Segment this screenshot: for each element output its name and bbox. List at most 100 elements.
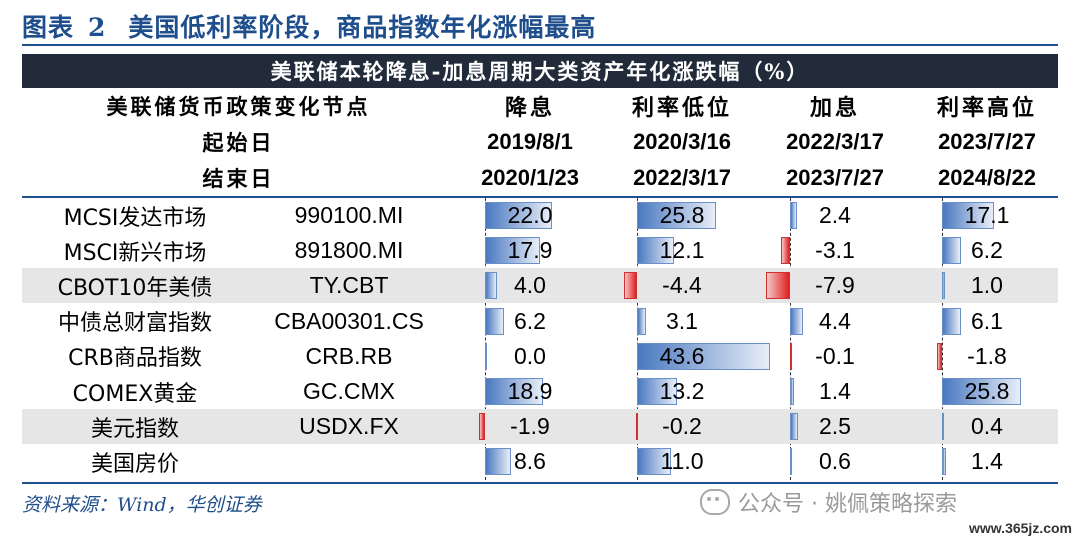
positive-bar: [942, 272, 946, 300]
asset-name: 美国房价: [90, 451, 179, 477]
value-label: 8.6: [514, 448, 546, 475]
header-row: 结束日 2020/1/23 2022/3/17 2023/7/27 2024/8/22: [22, 160, 1058, 196]
value-label: 25.8: [964, 378, 1010, 404]
negative-bar: [780, 237, 790, 265]
figure-label: 图表: [22, 13, 75, 42]
value-label: 13.2: [659, 378, 705, 404]
asset-code: CBA00301.CS: [274, 307, 424, 334]
positive-bar: [637, 378, 678, 405]
asset-code: [259, 444, 439, 479]
positive-bar: [790, 413, 798, 441]
table-row: COMEX黄金 GC.CMX 18.9 13.2 1.4 25.8: [22, 374, 1058, 409]
phase-header: 加息: [809, 95, 860, 121]
header-label: 结束日: [202, 166, 275, 191]
positive-bar: [942, 202, 995, 229]
date-header: 2023/7/27: [938, 129, 1036, 154]
value-label: 2.4: [819, 202, 851, 228]
watermark: 公众号 · 姚佩策略探索: [700, 486, 957, 518]
watermark-text: 公众号 · 姚佩策略探索: [738, 492, 957, 517]
value-label: 11.0: [660, 448, 704, 475]
positive-bar: [637, 307, 647, 335]
date-header: 2022/3/17: [633, 165, 731, 190]
value-label: 17.1: [964, 202, 1010, 228]
value-label: 0.6: [819, 448, 851, 475]
site-watermark: www.365jz.com: [969, 520, 1072, 536]
positive-bar: [485, 237, 540, 265]
positive-bar: [790, 378, 795, 405]
positive-bar: [485, 448, 512, 476]
value-label: -0.2: [662, 413, 702, 440]
header-label: 美联储货币政策变化节点: [106, 94, 371, 119]
value-label: 18.9: [507, 378, 553, 404]
value-label: -4.4: [662, 272, 702, 299]
figure-number: 2: [88, 13, 107, 42]
table-row: 中债总财富指数 CBA00301.CS 6.2 3.1 4.4 6.1: [22, 304, 1058, 339]
value-label: -7.9: [815, 272, 855, 299]
figure-title: 图表 2 美国低利率阶段，商品指数年化涨幅最高: [22, 8, 596, 44]
asset-name: 中债总财富指数: [57, 311, 212, 337]
positive-bar: [485, 272, 498, 300]
value-label: 4.4: [819, 307, 851, 334]
table-row: MCSI发达市场 990100.MI 22.0 25.8 2.4 17.1: [22, 198, 1058, 233]
value-label: 43.6: [659, 342, 705, 369]
value-label: 12.1: [659, 237, 705, 264]
table-row: 美元指数 USDX.FX -1.9 -0.2 2.5 0.4: [22, 409, 1058, 445]
value-label: 6.2: [514, 307, 546, 334]
asset-code: TY.CBT: [309, 272, 389, 299]
positive-bar: [942, 307, 961, 335]
table-row: 美国房价 8.6 11.0 0.6 1.4: [22, 444, 1058, 479]
value-label: -1.8: [967, 342, 1007, 369]
positive-bar: [790, 448, 792, 476]
positive-bar: [942, 413, 944, 441]
date-header: 2023/7/27: [786, 165, 884, 190]
asset-name: MSCI新兴市场: [63, 240, 207, 266]
date-header: 2020/3/16: [633, 129, 731, 154]
value-label: 1.4: [819, 378, 851, 404]
value-label: 0.4: [971, 413, 1003, 440]
date-header: 2019/8/1: [487, 129, 573, 154]
bar-axis: [485, 198, 486, 480]
wechat-icon: [700, 489, 730, 515]
positive-bar: [637, 342, 770, 370]
value-label: -3.1: [815, 237, 855, 264]
positive-bar: [942, 237, 961, 265]
positive-bar: [942, 448, 947, 476]
bar-axis: [790, 198, 791, 480]
value-label: 6.2: [971, 237, 1003, 264]
table-row: MSCI新兴市场 891800.MI 17.9 12.1 -3.1 6.2: [22, 233, 1058, 268]
bottom-rule: [22, 482, 1058, 484]
negative-bar: [936, 342, 942, 370]
header-label: 起始日: [202, 130, 275, 155]
asset-name: CRB商品指数: [68, 346, 202, 372]
positive-bar: [485, 202, 553, 229]
asset-name: 美元指数: [90, 416, 179, 442]
table-row: CBOT10年美债 TY.CBT 4.0 -4.4 -7.9 1.0: [22, 268, 1058, 304]
phase-header: 利率低位: [631, 95, 732, 121]
value-label: 6.1: [971, 307, 1003, 334]
positive-bar: [637, 237, 674, 265]
date-header: 2024/8/22: [938, 165, 1036, 190]
asset-code: 990100.MI: [294, 202, 404, 228]
negative-bar: [636, 413, 639, 441]
positive-bar: [637, 202, 716, 229]
positive-bar: [485, 378, 543, 405]
value-label: 17.9: [507, 237, 553, 264]
bar-axis: [637, 198, 638, 480]
bar-axis: [942, 198, 943, 480]
negative-bar: [479, 413, 485, 441]
table-row: CRB商品指数 CRB.RB 0.0 43.6 -0.1 -1.8: [22, 339, 1058, 374]
positive-bar: [790, 202, 798, 229]
asset-code: USDX.FX: [299, 413, 399, 440]
header-row: 起始日 2019/8/1 2020/3/16 2022/3/17 2023/7/27: [22, 124, 1058, 160]
value-label: 22.0: [507, 202, 553, 228]
header-rule: [22, 196, 1058, 198]
title-rule: [22, 44, 1058, 46]
negative-bar: [623, 272, 637, 300]
positive-bar: [790, 307, 804, 335]
date-header: 2020/1/23: [481, 165, 579, 190]
asset-name: COMEX黄金: [72, 381, 198, 407]
value-label: 1.0: [971, 272, 1003, 299]
positive-bar: [485, 307, 504, 335]
value-label: 2.5: [819, 413, 851, 440]
asset-name: CBOT10年美债: [57, 275, 213, 301]
